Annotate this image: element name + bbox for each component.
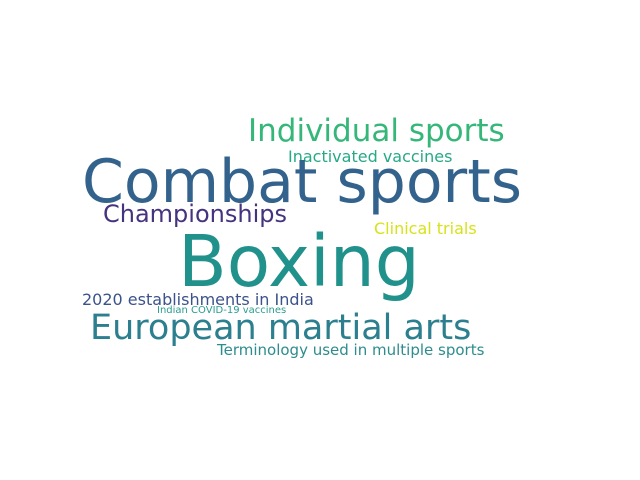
word-inactivated-vaccines: Inactivated vaccines xyxy=(288,147,453,166)
word-boxing: Boxing xyxy=(178,220,420,303)
word-clinical-trials: Clinical trials xyxy=(374,219,477,238)
word-indian-covid-vaccines: Indian COVID-19 vaccines xyxy=(157,305,287,316)
word-terminology-multiple-sports: Terminology used in multiple sports xyxy=(217,341,485,359)
word-individual-sports: Individual sports xyxy=(248,113,505,149)
word-european-martial-arts: European martial arts xyxy=(90,308,472,348)
word-championships: Championships xyxy=(103,200,287,228)
word-combat-sports: Combat sports xyxy=(82,147,523,217)
word-2020-establishments-india: 2020 establishments in India xyxy=(82,290,314,309)
